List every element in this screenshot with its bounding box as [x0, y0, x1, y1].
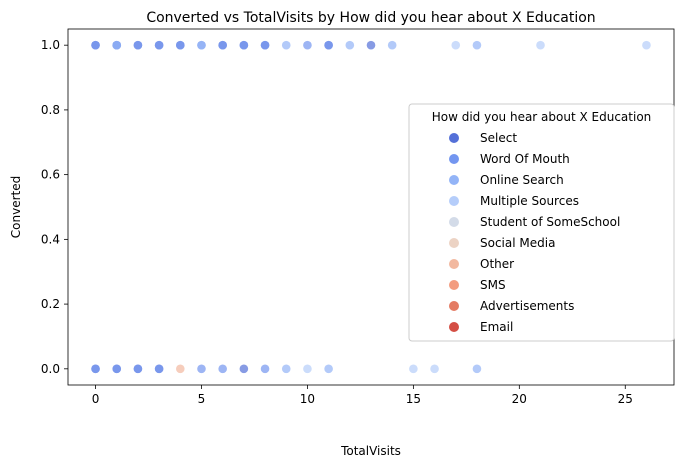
- data-point: [451, 40, 461, 50]
- legend-label: Email: [480, 320, 513, 334]
- x-tick-label: 25: [618, 392, 633, 406]
- y-tick-label: 0.2: [41, 297, 60, 311]
- data-point: [197, 364, 206, 374]
- x-axis-ticks: 0 5 10 15 20 25: [92, 385, 633, 406]
- data-point: [472, 364, 482, 374]
- legend-label: Advertisements: [480, 299, 574, 313]
- points-layer: [91, 40, 651, 374]
- data-point: [176, 40, 185, 50]
- legend-marker: [449, 154, 459, 164]
- data-point: [260, 364, 270, 374]
- legend-label: Student of SomeSchool: [480, 215, 620, 229]
- y-tick-label: 0.0: [41, 362, 60, 376]
- legend-marker: [449, 175, 459, 185]
- data-point: [112, 364, 122, 374]
- data-point: [218, 40, 227, 50]
- legend-marker: [449, 217, 459, 227]
- data-point: [197, 40, 206, 50]
- data-point: [281, 364, 291, 374]
- data-point: [260, 40, 270, 50]
- data-point: [239, 40, 249, 50]
- data-point: [345, 40, 355, 50]
- legend-marker: [449, 301, 459, 311]
- legend-frame: [408, 103, 675, 342]
- data-point: [218, 364, 227, 374]
- legend-label: Select: [480, 131, 517, 145]
- data-point: [387, 40, 397, 50]
- y-tick-label: 0.8: [41, 103, 60, 117]
- x-tick-label: 20: [512, 392, 527, 406]
- legend-label: SMS: [480, 278, 506, 292]
- legend-marker: [449, 133, 459, 143]
- x-tick-label: 10: [300, 392, 315, 406]
- legend-label: Social Media: [480, 236, 555, 250]
- y-tick-label: 0.4: [41, 232, 60, 246]
- y-tick-label: 1.0: [41, 38, 60, 52]
- data-point: [91, 40, 100, 50]
- x-axis-label: TotalVisits: [340, 444, 401, 458]
- data-point: [366, 40, 376, 50]
- data-point: [112, 40, 122, 50]
- x-tick-label: 0: [92, 392, 100, 406]
- legend-label: Other: [480, 257, 514, 271]
- legend: How did you hear about X Education Select…: [408, 103, 675, 342]
- legend-marker: [449, 280, 459, 290]
- y-axis-label: Converted: [9, 176, 23, 238]
- x-tick-label: 15: [406, 392, 421, 406]
- data-point: [133, 40, 143, 50]
- data-point: [91, 364, 100, 374]
- data-point: [303, 364, 312, 374]
- data-point: [536, 40, 545, 50]
- legend-title: How did you hear about X Education: [432, 110, 652, 124]
- data-point: [324, 40, 333, 50]
- data-point: [472, 40, 482, 50]
- data-point: [239, 364, 249, 374]
- legend-marker: [449, 322, 459, 332]
- data-point: [133, 364, 143, 374]
- data-point: [154, 364, 164, 374]
- data-point: [154, 40, 164, 50]
- data-point: [409, 364, 418, 374]
- legend-label: Word Of Mouth: [480, 152, 570, 166]
- data-point: [176, 364, 185, 374]
- data-point: [642, 40, 651, 50]
- legend-marker: [449, 196, 459, 206]
- data-point: [303, 40, 312, 50]
- y-axis-ticks: 0.0 0.2 0.4 0.6 0.8 1.0: [41, 38, 68, 376]
- data-point: [324, 364, 333, 374]
- legend-label: Online Search: [480, 173, 564, 187]
- y-tick-label: 0.6: [41, 168, 60, 182]
- data-point: [281, 40, 291, 50]
- data-point: [430, 364, 439, 374]
- legend-marker: [449, 238, 459, 248]
- x-tick-label: 5: [198, 392, 206, 406]
- legend-label: Multiple Sources: [480, 194, 579, 208]
- legend-marker: [449, 259, 459, 269]
- chart-title: Converted vs TotalVisits by How did you …: [146, 10, 595, 26]
